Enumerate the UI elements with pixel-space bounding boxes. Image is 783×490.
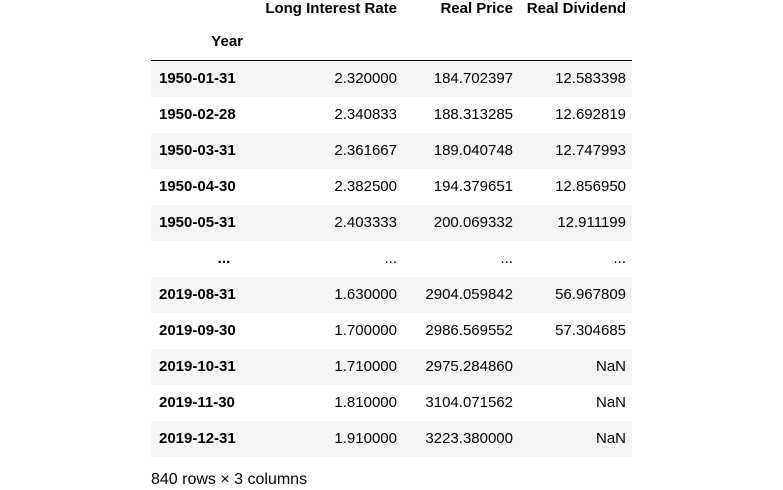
dataframe-output: Long Interest Rate Real Price Real Divid… — [151, 0, 632, 457]
dataframe-shape-summary: 840 rows × 3 columns — [151, 471, 308, 488]
row-index: 2019-12-31 — [159, 430, 236, 447]
index-corner-header — [151, 0, 249, 22]
table-cell: 189.040748 — [433, 142, 513, 159]
table-cell: 1.700000 — [334, 322, 397, 339]
table-cell: ... — [500, 250, 513, 267]
table-cell: 2.382500 — [334, 178, 397, 195]
table-cell: ... — [384, 250, 397, 267]
table-cell: 188.313285 — [433, 106, 513, 123]
table-body: 1950-01-31 2.320000 184.702397 12.583398… — [151, 60, 632, 457]
table-cell: 56.967809 — [555, 286, 626, 303]
table-row: 1950-01-31 2.320000 184.702397 12.583398 — [151, 60, 632, 97]
table-cell: 1.710000 — [334, 358, 397, 375]
table-row: 1950-02-28 2.340833 188.313285 12.692819 — [151, 97, 632, 133]
row-index: 2019-09-30 — [159, 322, 236, 339]
table-cell: 12.911199 — [557, 214, 626, 231]
row-index: 2019-11-30 — [159, 394, 235, 411]
table-cell: 12.856950 — [555, 178, 626, 195]
table-cell: 3104.071562 — [425, 394, 513, 411]
table-cell: NaN — [595, 394, 626, 411]
row-index: 1950-01-31 — [159, 70, 236, 88]
table-row: 2019-09-30 1.700000 2986.569552 57.30468… — [151, 313, 632, 349]
table-cell: 2975.284860 — [425, 358, 513, 375]
dataframe-table: Long Interest Rate Real Price Real Divid… — [151, 0, 632, 457]
table-cell: 3223.380000 — [425, 430, 513, 447]
index-name-row: Year — [151, 22, 632, 61]
row-index: ... — [217, 250, 231, 267]
table-cell: 2.403333 — [334, 214, 397, 231]
table-cell: NaN — [595, 430, 626, 447]
table-cell: 2.340833 — [334, 106, 397, 123]
table-cell: NaN — [595, 358, 626, 375]
row-index: 1950-03-31 — [159, 142, 236, 159]
row-index: 2019-08-31 — [159, 286, 236, 303]
table-cell: 12.747993 — [555, 142, 626, 159]
table-row: 1950-04-30 2.382500 194.379651 12.856950 — [151, 169, 632, 205]
table-cell: 184.702397 — [433, 70, 513, 88]
row-index: 1950-04-30 — [159, 178, 236, 195]
table-cell: 57.304685 — [555, 322, 626, 339]
index-name-header: Year — [151, 22, 249, 61]
table-cell: 12.583398 — [555, 70, 626, 88]
table-row: 1950-03-31 2.361667 189.040748 12.747993 — [151, 132, 632, 169]
table-row: 1950-05-31 2.403333 200.069332 12.911199 — [151, 204, 632, 241]
column-header: Long Interest Rate — [265, 0, 397, 17]
table-row: 2019-11-30 1.810000 3104.071562 NaN — [151, 385, 632, 421]
row-index: 1950-05-31 — [159, 214, 236, 231]
table-cell: 2904.059842 — [425, 286, 513, 303]
ellipsis-row: ... ... ... ... — [151, 241, 632, 277]
table-cell: ... — [613, 250, 626, 267]
row-index: 2019-10-31 — [159, 358, 236, 375]
table-cell: 1.630000 — [334, 286, 397, 303]
table-cell: 1.910000 — [334, 430, 397, 447]
table-cell: 194.379651 — [433, 178, 513, 195]
column-header: Real Dividend — [526, 0, 626, 17]
table-cell: 2.320000 — [334, 70, 397, 88]
table-cell: 1.810000 — [334, 394, 397, 411]
table-cell: 200.069332 — [433, 214, 513, 231]
table-cell: 12.692819 — [555, 106, 626, 123]
table-row: 2019-10-31 1.710000 2975.284860 NaN — [151, 348, 632, 385]
table-cell: 2986.569552 — [425, 322, 513, 339]
column-header: Real Price — [440, 0, 513, 17]
table-row: 2019-08-31 1.630000 2904.059842 56.96780… — [151, 276, 632, 313]
row-index: 1950-02-28 — [159, 106, 236, 123]
table-row: 2019-12-31 1.910000 3223.380000 NaN — [151, 420, 632, 457]
column-header-row: Long Interest Rate Real Price Real Divid… — [151, 0, 632, 22]
table-cell: 2.361667 — [334, 142, 397, 159]
